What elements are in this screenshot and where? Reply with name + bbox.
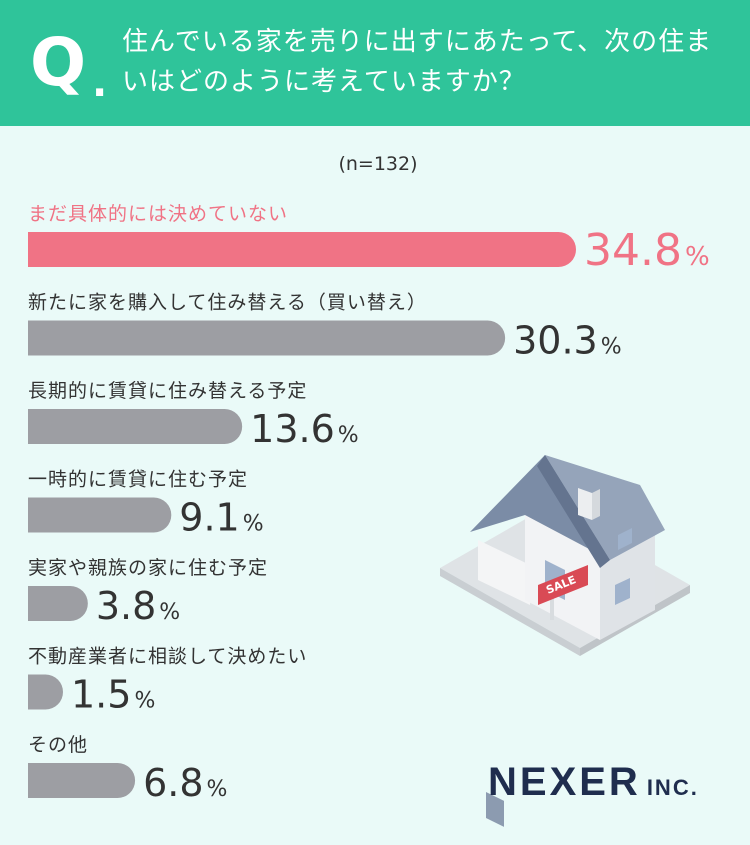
nexer-logo: NEXER INC.	[488, 760, 699, 805]
q-dot: .	[92, 60, 108, 106]
bar	[28, 763, 136, 798]
q-mark: Q	[30, 24, 87, 101]
value-label: 1.5%	[71, 673, 155, 717]
category-label: 一時的に賃貸に住む予定	[28, 469, 248, 491]
value-label: 9.1%	[179, 496, 263, 540]
value-label: 30.3%	[513, 319, 622, 363]
value-label: 6.8%	[143, 761, 227, 805]
value-label: 34.8%	[584, 225, 710, 276]
value-label: 3.8%	[96, 584, 180, 628]
bar	[28, 586, 88, 621]
bar	[28, 232, 576, 267]
bar	[28, 674, 63, 710]
bar	[28, 409, 243, 444]
bar	[28, 320, 506, 356]
category-label: 不動産業者に相談して決めたい	[28, 646, 307, 668]
question-header: Q . 住んでいる家を売りに出すにあたって、次の住まいはどのように考えていますか…	[0, 0, 750, 126]
house-illustration: SALE	[440, 455, 690, 827]
value-label: 13.6%	[250, 407, 359, 451]
category-label: その他	[28, 734, 88, 756]
logo-suffix: INC.	[646, 775, 699, 800]
category-label: 実家や親族の家に住む予定	[28, 557, 268, 579]
category-label: 新たに家を購入して住み替える（買い替え）	[28, 292, 427, 314]
bars-group: まだ具体的には決めていない 34.8 % 新たに家を購入して住み替える（買い替え） 30…	[28, 203, 710, 805]
logo-name: NEXER	[488, 760, 641, 804]
category-label: 長期的に賃貸に住み替える予定	[28, 380, 307, 402]
bar	[28, 497, 172, 533]
question-text: 住んでいる家を売りに出すにあたって、次の住まいはどのように考えていますか？	[122, 27, 713, 97]
category-label: まだ具体的には決めていない	[28, 203, 288, 225]
sample-note: (n=132)	[338, 153, 417, 175]
bar-chart: (n=132) まだ具体的には決めていない 34.8 % 新たに家を購入して住み替える…	[28, 153, 710, 827]
